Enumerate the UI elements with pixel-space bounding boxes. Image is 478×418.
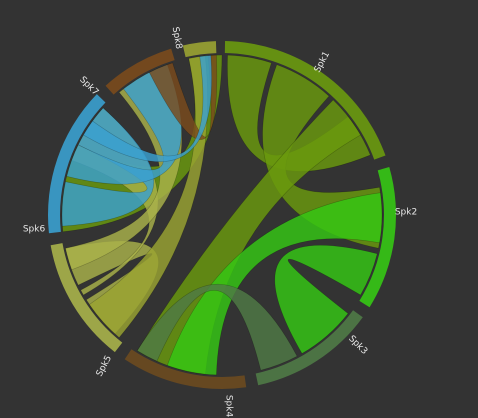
group-arc-spk8[interactable]: [182, 41, 217, 58]
group-label-spk1: Spk1: [313, 50, 332, 74]
chord-spk3-spk4[interactable]: [136, 284, 298, 371]
group-arc-spk7[interactable]: [105, 48, 175, 95]
chord-spk8-spk7[interactable]: [148, 54, 218, 140]
chord-ribbons: [61, 54, 383, 376]
group-label-spk2: Spk2: [395, 208, 417, 218]
group-label-spk6: Spk6: [23, 225, 46, 235]
group-arc-spk6[interactable]: [47, 94, 106, 234]
group-arcs: [47, 41, 397, 390]
group-arc-spk5[interactable]: [50, 243, 123, 353]
chord-spk2-spk4[interactable]: [166, 192, 383, 376]
chord-spk8-spk6[interactable]: [83, 55, 212, 162]
group-arc-spk3[interactable]: [255, 310, 363, 386]
group-label-spk8: Spk8: [170, 26, 184, 50]
chord-spk2-spk3[interactable]: [274, 245, 378, 354]
group-label-spk3: Spk3: [346, 334, 369, 357]
group-arc-spk2[interactable]: [359, 167, 397, 308]
group-arc-spk4[interactable]: [124, 349, 247, 390]
group-label-spk5: Spk5: [95, 354, 114, 378]
group-arc-spk1[interactable]: [224, 41, 386, 160]
group-label-spk4: Spk4: [224, 395, 234, 418]
chord-spk6-spk7[interactable]: [66, 64, 182, 185]
